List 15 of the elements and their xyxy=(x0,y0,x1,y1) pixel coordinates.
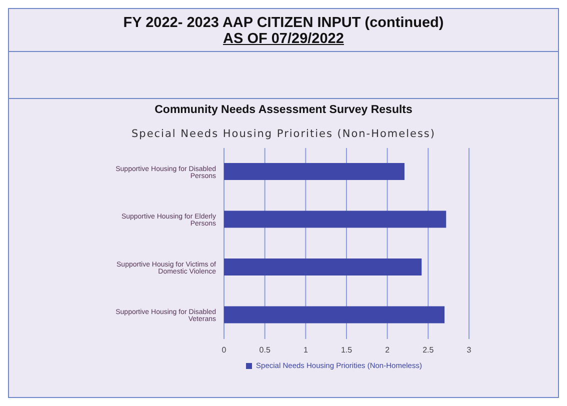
text: AS OF 07/29/2022 xyxy=(222,31,345,47)
x-tick-label: 0.5 xyxy=(259,346,271,355)
text: Community Needs Assessment Survey Results xyxy=(154,104,414,116)
x-tick-label: 2.5 xyxy=(422,346,434,355)
chart-title: Special Needs Housing Priorities (Non-Homeless) xyxy=(130,128,437,140)
bar xyxy=(224,258,422,276)
x-tick-label: 1.5 xyxy=(340,346,353,355)
bar xyxy=(224,163,404,180)
x-tick-label: 0 xyxy=(222,346,227,355)
x-tick-label: 2 xyxy=(385,346,390,355)
bar xyxy=(224,306,444,324)
bar xyxy=(224,210,446,228)
text: FY 2022- 2023 AAP CITIZEN INPUT (continued) xyxy=(122,15,445,31)
x-tick-label: 3 xyxy=(466,346,472,355)
x-tick-label: 1 xyxy=(303,346,308,355)
